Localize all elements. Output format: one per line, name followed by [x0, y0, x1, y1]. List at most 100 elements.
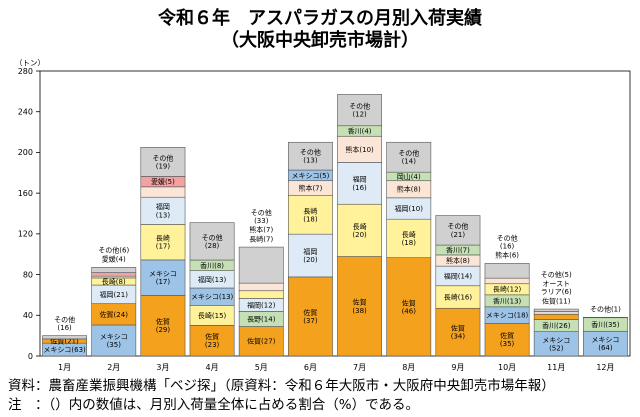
segment-label: その他(14) [398, 149, 419, 166]
y-axis-unit: （トン） [15, 59, 45, 68]
bar-segment-佐賀 [386, 257, 432, 357]
chart-title: 令和６年 アスパラガスの月別入荷実績 [158, 8, 482, 29]
x-tick-label: 3月 [156, 363, 169, 372]
bar-segment-佐賀 [238, 326, 284, 357]
segment-label: メキシコ(17) [149, 270, 177, 286]
segment-label: 熊本(7) [298, 184, 322, 193]
x-tick-label: 9月 [451, 363, 464, 372]
segment-label-above: その他(5) [541, 270, 572, 279]
segment-label-above: 佐賀(11) [542, 296, 571, 305]
segment-label-above: その他(16) [54, 315, 75, 332]
y-tick-label: 240 [18, 108, 33, 117]
segment-label: 佐賀(34) [451, 324, 466, 341]
segment-label-above: その他(1) [590, 305, 621, 314]
bar-segment-その他 [287, 141, 333, 171]
segment-label-above: オーストラリア(6) [541, 280, 572, 296]
segment-label: 熊本(10) [345, 145, 374, 154]
segment-label: 長崎(16) [444, 292, 473, 301]
bar-segment-佐賀 [533, 313, 579, 320]
segment-label: 福岡(10) [395, 204, 424, 213]
segment-label: 福岡(13) [198, 275, 227, 284]
segment-label: 愛媛(5) [151, 177, 175, 186]
bar-segment-佐賀 [435, 307, 481, 357]
segment-label: 熊本(8) [446, 256, 470, 265]
bar-segment-熊本 [484, 277, 530, 285]
segment-label: 佐賀(23) [205, 332, 220, 349]
bar-segment-長崎 [238, 290, 284, 299]
bar-segment-その他 [484, 263, 530, 279]
segment-label: 香川(26) [542, 321, 571, 330]
bar-segment-佐賀 [140, 295, 186, 357]
segment-label-above: 熊本(6) [495, 251, 519, 260]
segment-label: 香川(7) [446, 245, 470, 254]
y-tick-label: 80 [23, 270, 33, 279]
segment-label: 香川(13) [493, 296, 522, 305]
bar-segment-熊本 [337, 135, 383, 163]
segment-label: メキシコ(13) [191, 293, 234, 301]
segment-label: 香川(4) [348, 126, 372, 135]
segment-label: 香川(8) [200, 261, 224, 270]
x-tick-label: 12月 [596, 363, 614, 372]
bar-segment-メキシコ [91, 324, 137, 357]
footnote: 注 ：（）内の数値は、月別入荷量全体に占める割合（%）である。 [8, 397, 419, 413]
bar-segment-福岡 [287, 233, 333, 278]
bar-segment-長崎 [140, 224, 186, 261]
segment-label: 福岡(21) [100, 290, 129, 299]
x-tick-label: 1月 [58, 363, 71, 372]
bar-segment-長崎 [337, 203, 383, 257]
segment-label: その他(19) [152, 153, 173, 170]
segment-label: 福岡(16) [352, 175, 367, 192]
y-tick-label: 40 [23, 311, 33, 320]
segment-label: 佐賀(37) [303, 308, 318, 325]
segment-label-above: 熊本(7) [249, 225, 273, 234]
bar-segment-その他 [386, 141, 432, 173]
segment-label: 福岡(20) [303, 247, 318, 264]
bar-segment-福岡 [337, 162, 383, 205]
segment-label-above: 愛媛(4) [102, 255, 126, 264]
source-note: 資料：農畜産業振興機構「ベジ探」（原資料：令和６年大阪市・大阪府中央卸売市場年報… [8, 378, 555, 394]
bar-segment-佐賀 [287, 276, 333, 357]
segment-label: メキシコ(35) [100, 333, 128, 349]
segment-label: 長崎(18) [303, 206, 318, 223]
segment-label: 福岡(13) [156, 202, 171, 219]
segment-label: 長崎(12) [493, 285, 522, 294]
x-tick-label: 7月 [353, 363, 366, 372]
segment-label: 長崎(20) [352, 222, 367, 239]
bar-segment-長崎 [386, 218, 432, 258]
segment-label: 佐賀(38) [352, 298, 367, 315]
segment-label: メキシコ(64) [591, 336, 619, 352]
stacked-bar-chart: 0 40 80 120 160 200 240 280（トン） メキシコ(63)佐賀(21) その… [15, 59, 631, 372]
bar-segment-その他 [42, 335, 88, 340]
segment-label: その他(13) [300, 148, 321, 165]
segment-label: 佐賀(21) [50, 336, 79, 345]
segment-label: 熊本(8) [397, 185, 421, 194]
x-tick-label: 10月 [498, 363, 516, 372]
segment-label: 福岡(12) [247, 300, 276, 309]
bar-segment-愛媛 [91, 272, 137, 277]
segment-label: メキシコ(63) [43, 346, 86, 354]
y-tick-label: 160 [18, 189, 33, 198]
segment-label-above: その他(16) [497, 233, 518, 250]
segment-label-above: 長崎(7) [249, 234, 273, 243]
segment-label-above: その他(33) [251, 208, 272, 225]
bar-segment-その他 [189, 222, 235, 261]
y-tick-label: 200 [18, 148, 33, 157]
bar-segment-その他 [238, 246, 284, 284]
bar-segment-長崎 [287, 195, 333, 235]
bar-segment-その他 [435, 215, 481, 246]
bar-segment-オーストラリア [533, 311, 579, 315]
segment-label: 佐賀(24) [100, 310, 129, 319]
segment-label: 長崎(8) [102, 277, 126, 286]
bar-segment-メキシコ [140, 259, 186, 296]
chart-subtitle: （大阪中央卸売市場計） [221, 30, 419, 51]
bar-segment-熊本 [238, 282, 284, 292]
segment-label: 福岡(14) [444, 271, 473, 280]
segment-label: 佐賀(27) [247, 337, 276, 346]
bar-segment-その他 [140, 147, 186, 177]
bar-segment-熊本 [140, 186, 186, 198]
bar-segment-佐賀 [189, 325, 235, 357]
segment-label: 長崎(15) [198, 311, 227, 320]
segment-label: メキシコ(5) [291, 172, 329, 180]
bar-segment-その他 [91, 267, 137, 273]
segment-label: 佐賀(46) [402, 298, 417, 315]
